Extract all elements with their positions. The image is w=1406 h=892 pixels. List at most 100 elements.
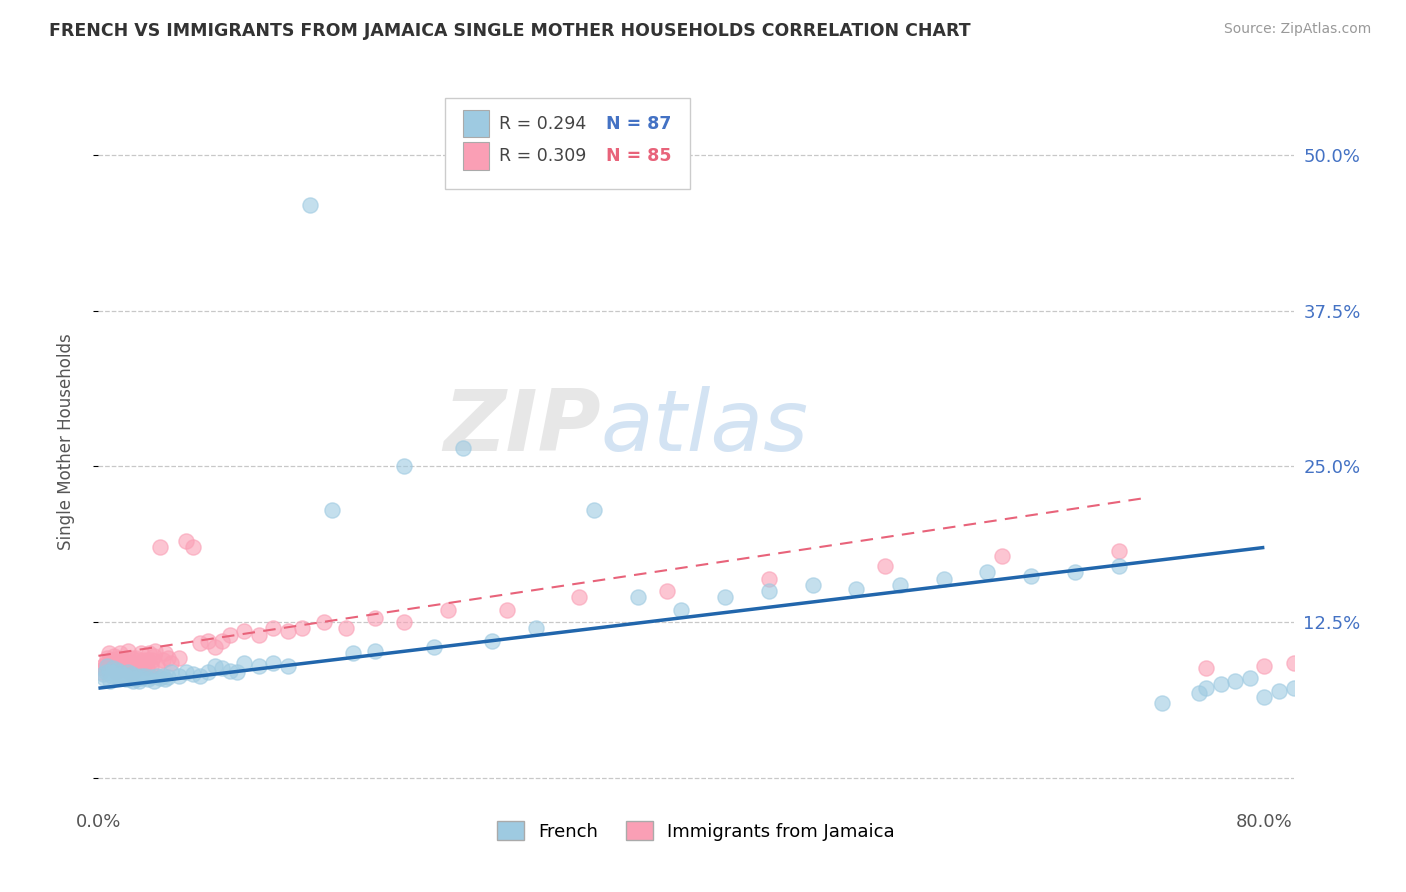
- Point: [991, 549, 1014, 563]
- Point: [1108, 559, 1130, 574]
- Bar: [463, 143, 489, 169]
- Point: [139, 658, 162, 673]
- Point: [142, 673, 165, 688]
- Point: [174, 534, 197, 549]
- Point: [149, 671, 172, 685]
- Point: [118, 669, 141, 683]
- Point: [142, 648, 165, 663]
- Point: [111, 667, 134, 681]
- Point: [131, 658, 153, 673]
- Point: [714, 591, 737, 605]
- Point: [976, 566, 998, 580]
- Point: [100, 669, 122, 683]
- Point: [120, 673, 142, 687]
- Point: [1355, 671, 1378, 685]
- Point: [112, 652, 135, 666]
- Text: atlas: atlas: [600, 385, 808, 468]
- Point: [160, 665, 183, 679]
- Point: [1340, 669, 1362, 683]
- Point: [174, 665, 197, 679]
- Point: [582, 503, 605, 517]
- Point: [152, 652, 174, 666]
- Point: [143, 644, 166, 658]
- Point: [105, 657, 128, 671]
- Point: [277, 658, 299, 673]
- Point: [138, 646, 160, 660]
- Point: [1369, 673, 1392, 688]
- Point: [129, 646, 152, 660]
- Point: [262, 657, 284, 671]
- Point: [121, 651, 143, 665]
- Point: [233, 624, 256, 638]
- Point: [157, 670, 180, 684]
- Point: [758, 572, 780, 586]
- Point: [1209, 677, 1232, 691]
- Point: [155, 646, 177, 660]
- Point: [101, 652, 124, 666]
- Point: [103, 648, 125, 663]
- Y-axis label: Single Mother Households: Single Mother Households: [56, 334, 75, 549]
- Point: [291, 621, 314, 635]
- Point: [277, 624, 299, 638]
- Point: [190, 669, 212, 683]
- Point: [98, 673, 121, 688]
- Text: ZIP: ZIP: [443, 385, 600, 468]
- Point: [422, 640, 444, 654]
- Point: [104, 669, 127, 683]
- Point: [394, 615, 416, 630]
- Point: [181, 541, 204, 555]
- Point: [91, 658, 114, 673]
- Point: [342, 646, 364, 660]
- Point: [218, 627, 240, 641]
- Point: [190, 636, 212, 650]
- Point: [364, 644, 387, 658]
- Text: FRENCH VS IMMIGRANTS FROM JAMAICA SINGLE MOTHER HOUSEHOLDS CORRELATION CHART: FRENCH VS IMMIGRANTS FROM JAMAICA SINGLE…: [49, 22, 970, 40]
- Point: [204, 640, 226, 654]
- Point: [110, 646, 132, 660]
- Point: [108, 651, 131, 665]
- Point: [495, 603, 517, 617]
- Point: [90, 665, 112, 679]
- Point: [568, 591, 591, 605]
- Point: [93, 661, 115, 675]
- Point: [218, 664, 240, 678]
- Point: [110, 665, 132, 679]
- Point: [671, 603, 693, 617]
- Point: [115, 651, 138, 665]
- Point: [197, 665, 219, 679]
- Point: [889, 578, 911, 592]
- Point: [122, 665, 145, 679]
- Point: [94, 657, 117, 671]
- Point: [127, 661, 149, 675]
- Point: [160, 657, 183, 671]
- Point: [124, 669, 146, 683]
- Point: [149, 541, 172, 555]
- Point: [181, 667, 204, 681]
- Text: R = 0.309: R = 0.309: [499, 147, 586, 165]
- Point: [1326, 671, 1348, 685]
- Point: [298, 198, 321, 212]
- Point: [112, 671, 135, 685]
- Point: [117, 665, 139, 679]
- Point: [125, 673, 148, 687]
- Point: [1268, 683, 1291, 698]
- Point: [120, 657, 142, 671]
- Point: [117, 644, 139, 658]
- Point: [233, 657, 256, 671]
- Point: [524, 621, 547, 635]
- Point: [135, 661, 157, 675]
- Point: [129, 669, 152, 683]
- Text: N = 87: N = 87: [606, 115, 672, 133]
- Point: [204, 658, 226, 673]
- Point: [100, 658, 122, 673]
- Point: [105, 663, 128, 677]
- Point: [451, 441, 474, 455]
- Point: [136, 673, 159, 687]
- Point: [1108, 544, 1130, 558]
- Point: [111, 661, 134, 675]
- Point: [932, 572, 955, 586]
- Point: [127, 670, 149, 684]
- Point: [437, 603, 460, 617]
- Point: [114, 669, 136, 683]
- Point: [167, 669, 190, 683]
